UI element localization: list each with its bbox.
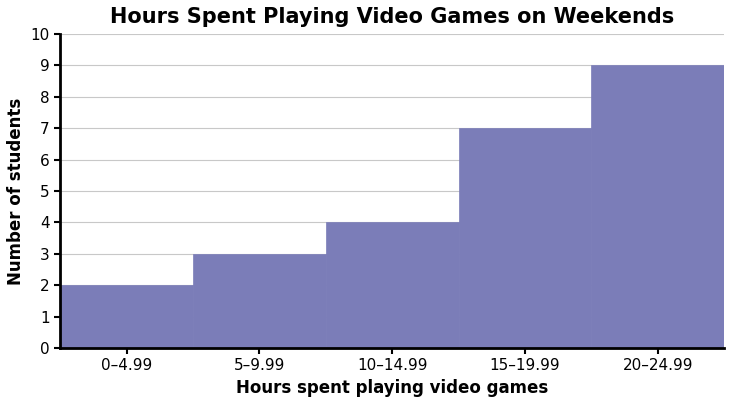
Bar [458,128,591,348]
Bar [60,285,193,348]
Bar [326,223,458,348]
Title: Hours Spent Playing Video Games on Weekends: Hours Spent Playing Video Games on Weeke… [110,7,674,27]
Y-axis label: Number of students: Number of students [7,97,25,285]
Bar [591,65,724,348]
Bar [193,254,326,348]
X-axis label: Hours spent playing video games: Hours spent playing video games [236,379,548,397]
